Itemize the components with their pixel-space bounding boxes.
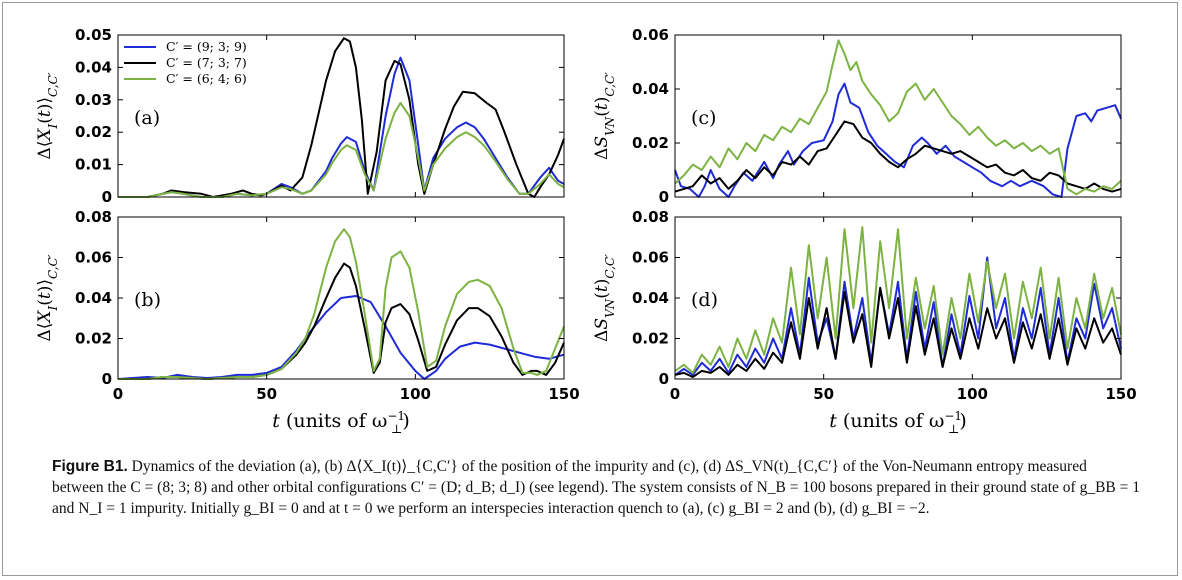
x-tick-label: 150 — [1105, 385, 1136, 403]
series-line-a-2 — [118, 37, 565, 198]
plot-frame-c — [674, 34, 1122, 198]
panel-b: 0 50 100 150 0 0.02 0.04 0.06 0.08 (b) Δ⟨XI(t)⟩C,C… — [35, 208, 580, 436]
y-tick-label: 0.02 — [75, 330, 112, 348]
y-axis-label-c: ΔSVN(t)C,C′ — [592, 72, 617, 160]
x-tick-label: 0 — [113, 385, 123, 403]
legend-label-1: C′ = (9; 3; 9) — [166, 39, 247, 54]
figure-charts: 0 0.01 0.02 0.03 0.04 0.05 (a) Δ⟨XI(t)⟩C,C′ 0 50 1… — [35, 26, 1137, 436]
panel-label-c: (c) — [691, 107, 716, 129]
series-line-a-3 — [118, 102, 565, 198]
y-axis-label-a: Δ⟨XI(t)⟩C,C′ — [35, 72, 60, 159]
y-axis-label-b: Δ⟨XI(t)⟩C,C′ — [35, 254, 60, 341]
y-tick-label: 0.02 — [632, 330, 669, 348]
plot-frame-a — [117, 34, 565, 198]
y-tick-label: 0.04 — [75, 289, 112, 307]
series-line-b-1 — [117, 295, 565, 380]
panel-label-a: (a) — [134, 107, 160, 129]
legend: C′ = (9; 3; 9)C′ = (7; 3; 7)C′ = (6; 4; … — [124, 39, 247, 86]
y-tick-label: 0 — [102, 370, 112, 388]
legend-label-3: C′ = (6; 4; 6) — [166, 71, 247, 86]
y-tick-label: 0.02 — [75, 123, 112, 141]
y-axis-label-d: ΔSVN(t)C,C′ — [592, 254, 617, 342]
panel-d: 0 50 100 150 0 0.02 0.04 0.06 0.08 (d) ΔSVN(t)C,C′… — [592, 208, 1137, 436]
panel-label-d: (d) — [691, 289, 718, 311]
series-line-c-2 — [674, 120, 1122, 193]
caption-text: Dynamics of the deviation (a), (b) Δ⟨X_I… — [52, 458, 1144, 517]
y-tick-label: 0.05 — [75, 26, 112, 44]
caption-label: Figure B1. — [52, 458, 128, 475]
y-tick-label: 0.01 — [75, 156, 112, 174]
x-tick-label: 50 — [813, 385, 834, 403]
y-tick-label: 0.04 — [632, 289, 669, 307]
panel-label-b: (b) — [134, 289, 161, 311]
y-tick-label: 0.06 — [632, 249, 669, 267]
x-tick-label: 150 — [548, 385, 579, 403]
y-tick-label: 0.08 — [75, 208, 112, 226]
y-tick-label: 0.06 — [632, 26, 669, 44]
series-line-c-1 — [674, 82, 1122, 198]
series-line-c-3 — [674, 39, 1122, 196]
figure-caption: Figure B1. Dynamics of the deviation (a)… — [52, 456, 1142, 519]
series-line-d-3 — [674, 226, 1122, 374]
series-line-d-1 — [674, 256, 1122, 376]
y-tick-label: 0.04 — [75, 58, 112, 76]
legend-label-2: C′ = (7; 3; 7) — [166, 55, 247, 70]
series-line-d-2 — [674, 286, 1122, 378]
x-axis-label-d: t (units of ω−1 ⊥) — [829, 409, 967, 436]
y-tick-label: 0 — [659, 370, 669, 388]
panel-c: 0 0.02 0.04 0.06 (c) ΔSVN(t)C,C′ — [592, 26, 1122, 206]
x-axis-label-b: t (units of ω−1 ⊥) — [272, 409, 410, 436]
x-tick-label: 100 — [400, 385, 431, 403]
y-tick-label: 0.04 — [632, 80, 669, 98]
panel-a: 0 0.01 0.02 0.03 0.04 0.05 (a) Δ⟨XI(t)⟩C,C′ — [35, 26, 565, 206]
y-tick-label: 0.08 — [632, 208, 669, 226]
y-tick-label: 0.06 — [75, 249, 112, 267]
series-line-b-2 — [118, 262, 565, 380]
y-tick-label: 0 — [102, 188, 112, 206]
x-tick-label: 0 — [670, 385, 680, 403]
y-tick-label: 0 — [659, 188, 669, 206]
y-tick-label: 0.03 — [75, 91, 112, 109]
y-tick-label: 0.02 — [632, 134, 669, 152]
x-tick-label: 50 — [256, 385, 277, 403]
series-line-b-3 — [118, 228, 565, 380]
x-tick-label: 100 — [957, 385, 988, 403]
